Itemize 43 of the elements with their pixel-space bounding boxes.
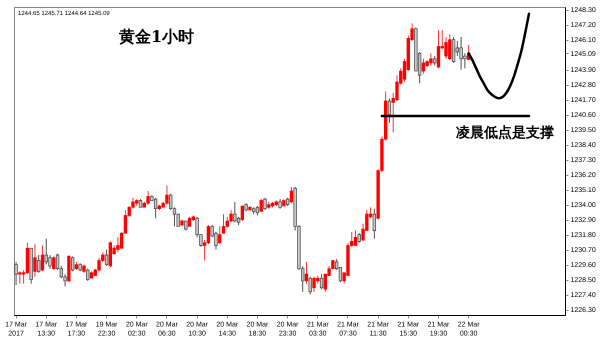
candlestick: [104, 249, 108, 266]
candlestick: [70, 256, 74, 272]
candlestick: [44, 238, 48, 266]
candlestick: [422, 58, 426, 74]
candlestick: [395, 74, 399, 102]
candlestick: [444, 36, 448, 60]
candlestick: [37, 254, 40, 274]
candlestick: [154, 197, 158, 219]
candlestick: [372, 208, 376, 240]
candlestick: [184, 220, 188, 232]
candlestick: [222, 214, 226, 234]
candlestick: [14, 261, 18, 286]
candlestick: [278, 198, 282, 210]
candlestick: [459, 36, 463, 70]
candlestick: [240, 205, 244, 222]
candlestick: [433, 56, 436, 66]
candlestick: [52, 256, 56, 271]
candlestick: [436, 30, 440, 69]
candlestick: [448, 34, 452, 61]
candlestick: [146, 190, 150, 206]
candlestick: [452, 36, 456, 64]
candlestick: [354, 230, 358, 246]
candlestick: [86, 268, 90, 282]
series-label: 凌晨低点是支撑: [456, 125, 554, 142]
candlestick: [308, 276, 312, 296]
candlestick: [48, 254, 52, 270]
candlestick: [290, 186, 294, 204]
text: 黄金1小时: [118, 27, 194, 46]
candlestick: [188, 216, 192, 227]
candlestick: [40, 244, 44, 272]
candlestick: [97, 257, 101, 272]
candlestick: [260, 198, 263, 212]
candlestick: [218, 226, 222, 245]
candlestick: [116, 236, 120, 253]
candlestick: [165, 185, 169, 206]
candlestick: [233, 201, 236, 223]
candlestick: [18, 270, 22, 284]
candlestick: [304, 261, 308, 284]
candlestick: [256, 205, 260, 216]
candlestick: [388, 98, 392, 124]
candlestick: [358, 232, 361, 244]
candlestick: [108, 240, 112, 268]
line-series: [467, 12, 530, 100]
